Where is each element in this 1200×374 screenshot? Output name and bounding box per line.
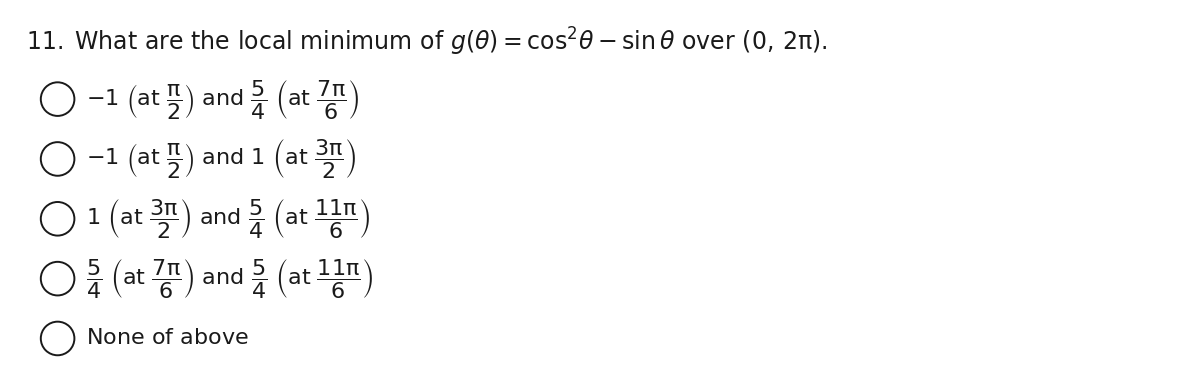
Text: $-1$$\rm{\ \left(at\ \dfrac{\pi}{2}\right)\ and\ }$$1$$\rm{\ \left(at\ \dfrac{3\: $-1$$\rm{\ \left(at\ \dfrac{\pi}{2}\righ… bbox=[86, 138, 356, 180]
Text: $-1$$\rm{\ \left(at\ \dfrac{\pi}{2}\right)\ and\ }$$\dfrac{5}{4}$$\rm{\ \left(at: $-1$$\rm{\ \left(at\ \dfrac{\pi}{2}\righ… bbox=[86, 78, 360, 120]
Text: $\rm{None\ of\ above}$: $\rm{None\ of\ above}$ bbox=[86, 328, 250, 349]
Text: $1$$\rm{\ \left(at\ \dfrac{3\pi}{2}\right)\ and\ }$$\dfrac{5}{4}$$\rm{\ \left(at: $1$$\rm{\ \left(at\ \dfrac{3\pi}{2}\righ… bbox=[86, 197, 371, 240]
Text: $11.\;$$\rm{What\ are\ the\ local\ minimum\ of\ }$$g(\theta) = \cos^2\!\theta - : $11.\;$$\rm{What\ are\ the\ local\ minim… bbox=[26, 26, 828, 58]
Text: $\dfrac{5}{4}$$\rm{\ \left(at\ \dfrac{7\pi}{6}\right)\ and\ }$$\dfrac{5}{4}$$\rm: $\dfrac{5}{4}$$\rm{\ \left(at\ \dfrac{7\… bbox=[86, 257, 373, 300]
